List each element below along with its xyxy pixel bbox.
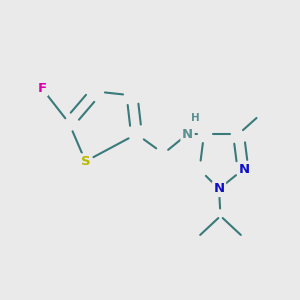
Text: N: N [239, 163, 250, 176]
Text: H: H [190, 112, 200, 123]
Text: F: F [38, 82, 46, 95]
Text: N: N [182, 128, 193, 141]
Text: N: N [213, 182, 225, 196]
Text: S: S [81, 155, 90, 168]
